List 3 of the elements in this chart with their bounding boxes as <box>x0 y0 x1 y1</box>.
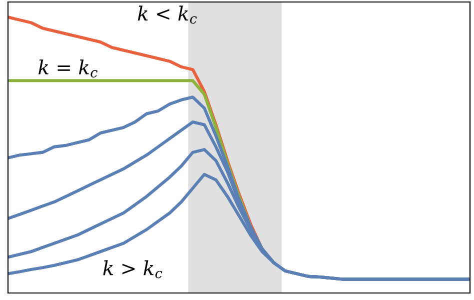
annotation: k < k$_{c}$ <box>138 6 197 24</box>
annotation: k = k$_{c}$ <box>38 60 98 78</box>
annotation: k > k$_{c}$ <box>103 260 162 278</box>
